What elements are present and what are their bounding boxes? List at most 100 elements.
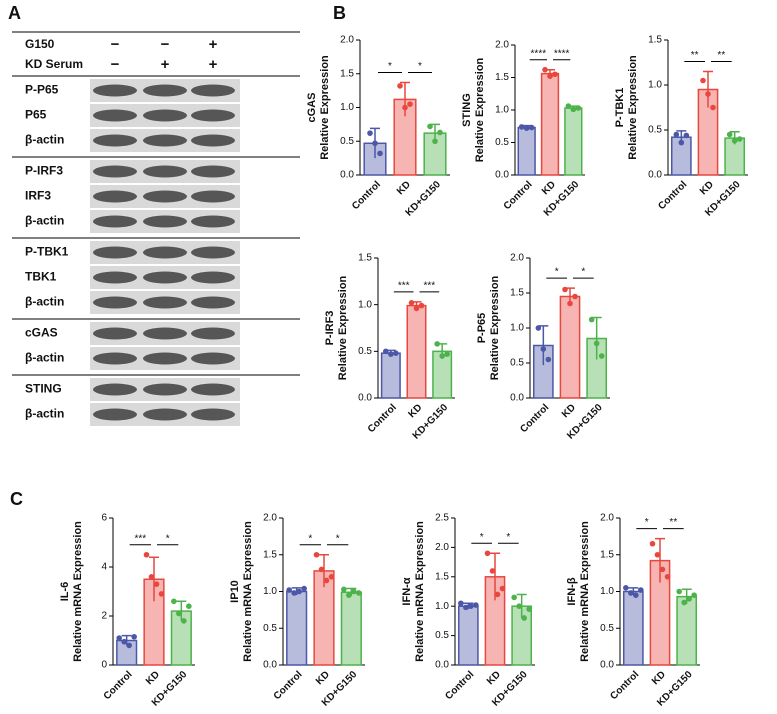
x-tick-label: Control xyxy=(272,669,305,702)
bar xyxy=(540,72,560,176)
error-bar xyxy=(490,552,500,601)
data-point xyxy=(468,603,474,609)
data-point xyxy=(318,566,325,573)
y-axis-label: IP10 xyxy=(229,580,241,603)
y-tick-label: 0.5 xyxy=(340,136,354,147)
blot-header-label: G150 xyxy=(25,37,55,51)
blot-band xyxy=(191,383,235,396)
x-tick-label: KD xyxy=(560,402,578,420)
data-point xyxy=(346,592,352,598)
blot-row-label: β-actin xyxy=(25,133,64,147)
data-point xyxy=(407,101,413,107)
x-tick-label: KD xyxy=(485,669,503,687)
y-tick-label: 1.0 xyxy=(263,586,277,597)
data-point xyxy=(383,348,389,355)
data-point xyxy=(511,594,517,601)
bar xyxy=(457,605,479,666)
y-axis-label: IFN-β xyxy=(566,577,578,605)
panel-label: B xyxy=(333,3,346,23)
blot-band xyxy=(191,190,235,203)
error-bar xyxy=(400,81,410,117)
error-bar xyxy=(655,537,665,583)
sig-label: *** xyxy=(398,281,410,292)
blot-band xyxy=(93,408,137,421)
sig-label: * xyxy=(480,532,484,543)
blot-band xyxy=(143,383,187,396)
y-tick-label: 0.0 xyxy=(435,660,449,671)
y-axis-label: Relative Expression xyxy=(337,275,349,380)
data-point xyxy=(484,550,491,557)
blot-band xyxy=(143,190,187,203)
y-tick-label: 1.0 xyxy=(600,586,614,597)
blot-sign: − xyxy=(161,36,170,53)
blot-sign: − xyxy=(111,56,120,73)
sig-label: ** xyxy=(691,50,699,61)
blot-band xyxy=(93,296,137,309)
blot-band xyxy=(93,134,137,147)
blot-band xyxy=(93,246,137,259)
y-tick-label: 1.0 xyxy=(435,601,449,612)
data-point xyxy=(659,566,666,573)
data-point xyxy=(731,138,738,144)
x-tick-label: Control xyxy=(366,402,399,435)
data-point xyxy=(181,618,187,624)
data-point xyxy=(526,606,532,612)
data-point xyxy=(528,124,535,131)
blot-band xyxy=(191,271,235,284)
data-point xyxy=(286,587,292,593)
y-tick-label: 1.5 xyxy=(600,549,614,560)
y-tick-label: 0.0 xyxy=(495,170,509,181)
blot-row-label: β-actin xyxy=(25,351,64,365)
bar xyxy=(559,295,581,399)
data-point xyxy=(341,586,347,593)
x-tick-label: KD xyxy=(540,179,558,197)
data-point xyxy=(710,104,716,111)
data-point xyxy=(570,106,577,113)
y-tick-label: 0.5 xyxy=(495,137,509,148)
y-axis-label: IL-6 xyxy=(59,582,71,602)
y-tick-label: 0.5 xyxy=(648,125,662,136)
sig-label: * xyxy=(388,61,392,72)
data-point xyxy=(678,139,685,146)
sig-label: * xyxy=(166,533,170,544)
blot-band xyxy=(93,165,137,178)
sig-label: **** xyxy=(531,48,547,59)
y-tick-label: 2.0 xyxy=(600,513,614,524)
blot-band xyxy=(93,271,137,284)
sig-label: ** xyxy=(669,517,677,528)
data-point xyxy=(413,305,420,312)
blot-row-label: P-P65 xyxy=(25,83,59,97)
y-tick-label: 0 xyxy=(101,660,107,671)
y-tick-label: 1.0 xyxy=(510,323,524,334)
x-tick-label: Control xyxy=(102,669,135,702)
y-tick-label: 2.0 xyxy=(510,253,524,264)
sig-label: ** xyxy=(717,50,725,61)
x-tick-label: Control xyxy=(518,402,551,435)
blot-band xyxy=(191,246,235,259)
sig-label: * xyxy=(581,267,585,278)
y-tick-label: 1.0 xyxy=(495,105,509,116)
y-tick-label: 1.0 xyxy=(340,102,354,113)
y-axis-label: Relative Expression xyxy=(474,57,486,162)
data-point xyxy=(494,591,501,598)
blot-band xyxy=(143,296,187,309)
blot-band xyxy=(191,352,235,365)
data-point xyxy=(296,588,302,595)
data-point xyxy=(439,353,445,359)
y-axis-label: Relative mRNA Expression xyxy=(579,521,591,662)
blot-band xyxy=(143,109,187,122)
blot-band xyxy=(191,408,235,421)
x-tick-label: KD xyxy=(144,669,162,687)
bar xyxy=(286,590,308,666)
y-axis-label: P-IRF3 xyxy=(324,311,336,346)
data-point xyxy=(700,77,706,84)
blot-band xyxy=(191,134,235,147)
data-point xyxy=(323,577,330,584)
data-point xyxy=(633,592,639,598)
data-point xyxy=(575,105,582,111)
data-point xyxy=(171,598,177,605)
blot-band xyxy=(143,271,187,284)
data-point xyxy=(301,585,307,592)
y-tick-label: 4 xyxy=(101,562,107,573)
data-point xyxy=(291,590,297,596)
